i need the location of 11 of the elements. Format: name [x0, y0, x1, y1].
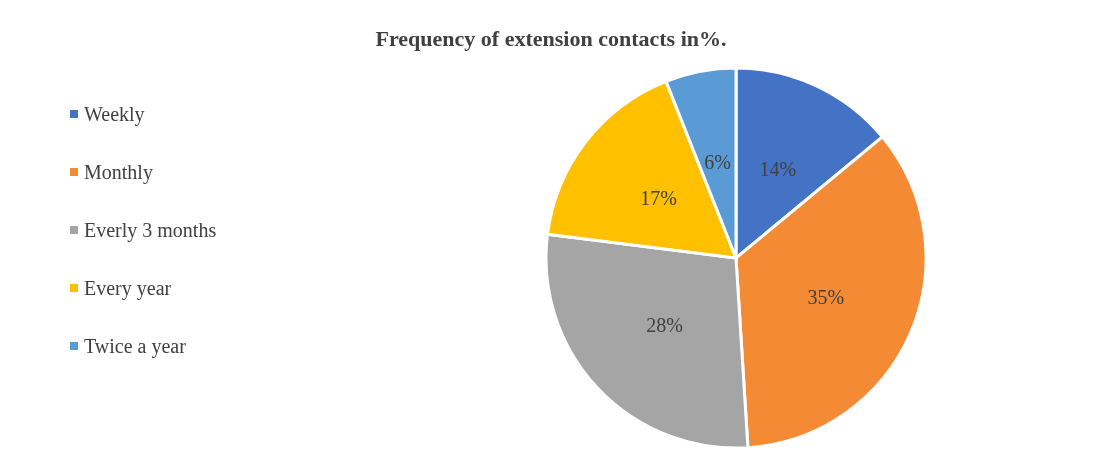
legend-label: Everly 3 months — [84, 219, 217, 242]
data-label: 35% — [807, 285, 845, 308]
data-label: 17% — [640, 186, 677, 209]
legend-label: Monthly — [84, 161, 153, 184]
data-label: 6% — [704, 150, 731, 173]
chart-title: Frequency of extension contacts in%. — [375, 25, 727, 51]
legend-label: Every year — [84, 277, 172, 300]
data-label: 14% — [759, 158, 797, 181]
data-label: 28% — [646, 314, 683, 337]
legend-label: Twice a year — [84, 335, 187, 358]
legend-label: Weekly — [84, 103, 145, 126]
